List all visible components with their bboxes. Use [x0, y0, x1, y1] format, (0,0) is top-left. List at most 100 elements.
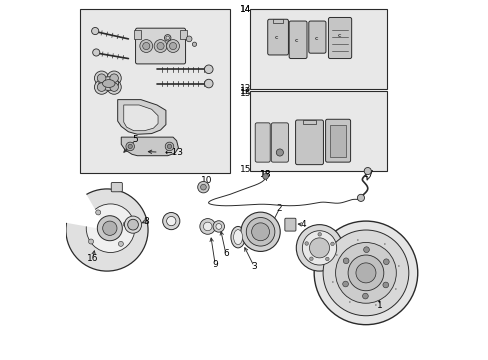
Circle shape [246, 217, 274, 246]
Circle shape [97, 74, 106, 82]
FancyBboxPatch shape [271, 123, 288, 162]
Circle shape [88, 239, 93, 244]
Circle shape [342, 281, 348, 287]
Circle shape [323, 230, 408, 316]
FancyBboxPatch shape [288, 21, 306, 59]
Text: 6: 6 [223, 249, 228, 258]
Circle shape [93, 49, 100, 56]
Circle shape [200, 184, 206, 190]
Bar [329, 125, 345, 157]
Bar [180, 30, 187, 39]
Circle shape [157, 42, 164, 50]
Circle shape [197, 181, 209, 193]
Circle shape [213, 221, 224, 232]
FancyBboxPatch shape [267, 19, 288, 55]
FancyBboxPatch shape [328, 18, 351, 59]
Wedge shape [64, 193, 107, 230]
Text: 14: 14 [239, 5, 250, 14]
Text: 3: 3 [251, 262, 257, 271]
Circle shape [124, 216, 142, 233]
Text: 16: 16 [87, 254, 98, 263]
Text: 15: 15 [239, 89, 250, 98]
Circle shape [94, 71, 108, 85]
Circle shape [118, 241, 123, 246]
Bar [272, 18, 283, 23]
Circle shape [127, 219, 138, 230]
Circle shape [362, 293, 367, 299]
Text: c: c [335, 253, 337, 257]
Text: 11: 11 [169, 214, 180, 223]
Circle shape [66, 189, 148, 271]
Polygon shape [123, 105, 158, 131]
Circle shape [325, 257, 328, 261]
Text: 15: 15 [239, 166, 250, 175]
FancyBboxPatch shape [285, 218, 295, 231]
Circle shape [262, 174, 268, 179]
Circle shape [330, 242, 334, 246]
Circle shape [357, 194, 364, 202]
Bar [302, 120, 316, 124]
Bar [249, 9, 386, 89]
Text: c: c [357, 238, 359, 242]
Ellipse shape [99, 77, 118, 90]
Circle shape [382, 282, 388, 288]
Text: c: c [274, 35, 278, 40]
FancyBboxPatch shape [325, 119, 350, 162]
Circle shape [94, 80, 108, 94]
Circle shape [164, 35, 171, 41]
Text: 4: 4 [300, 220, 305, 229]
Circle shape [102, 221, 117, 235]
Circle shape [276, 149, 283, 156]
Text: 9: 9 [212, 260, 218, 269]
Text: c: c [374, 303, 376, 307]
Circle shape [169, 42, 176, 50]
Text: c: c [383, 242, 385, 246]
Circle shape [165, 142, 173, 151]
Ellipse shape [233, 230, 242, 245]
Polygon shape [121, 137, 178, 156]
Ellipse shape [102, 80, 115, 87]
Circle shape [251, 223, 269, 241]
Circle shape [364, 167, 370, 175]
Text: c: c [337, 33, 340, 38]
Circle shape [355, 263, 375, 283]
Circle shape [347, 255, 383, 291]
Circle shape [86, 204, 135, 252]
Circle shape [363, 247, 368, 252]
Text: 2: 2 [276, 204, 282, 213]
Text: c: c [394, 287, 396, 291]
Polygon shape [118, 100, 165, 134]
Circle shape [166, 216, 176, 226]
Circle shape [123, 222, 128, 227]
Circle shape [128, 144, 132, 149]
Text: 18: 18 [259, 170, 271, 179]
Circle shape [302, 231, 336, 265]
FancyBboxPatch shape [135, 28, 185, 64]
Text: 5: 5 [132, 135, 138, 144]
Circle shape [96, 210, 101, 215]
Text: 12: 12 [239, 84, 250, 93]
Text: ←13: ←13 [164, 148, 183, 157]
Circle shape [110, 74, 118, 82]
Circle shape [125, 142, 134, 151]
Circle shape [200, 219, 215, 234]
Circle shape [97, 83, 106, 91]
FancyBboxPatch shape [255, 123, 270, 162]
Circle shape [241, 212, 280, 251]
Text: 14: 14 [239, 5, 250, 14]
Circle shape [154, 40, 166, 53]
Circle shape [216, 224, 221, 229]
Text: 18: 18 [259, 170, 271, 179]
Circle shape [343, 258, 348, 264]
Circle shape [309, 238, 329, 258]
FancyBboxPatch shape [295, 120, 323, 165]
Circle shape [140, 40, 152, 53]
Circle shape [186, 36, 192, 42]
Text: c: c [397, 264, 399, 268]
Circle shape [192, 42, 196, 46]
Circle shape [167, 144, 171, 149]
Text: 10: 10 [201, 176, 212, 185]
Text: c: c [294, 38, 298, 43]
Circle shape [313, 221, 417, 325]
Circle shape [203, 222, 212, 231]
